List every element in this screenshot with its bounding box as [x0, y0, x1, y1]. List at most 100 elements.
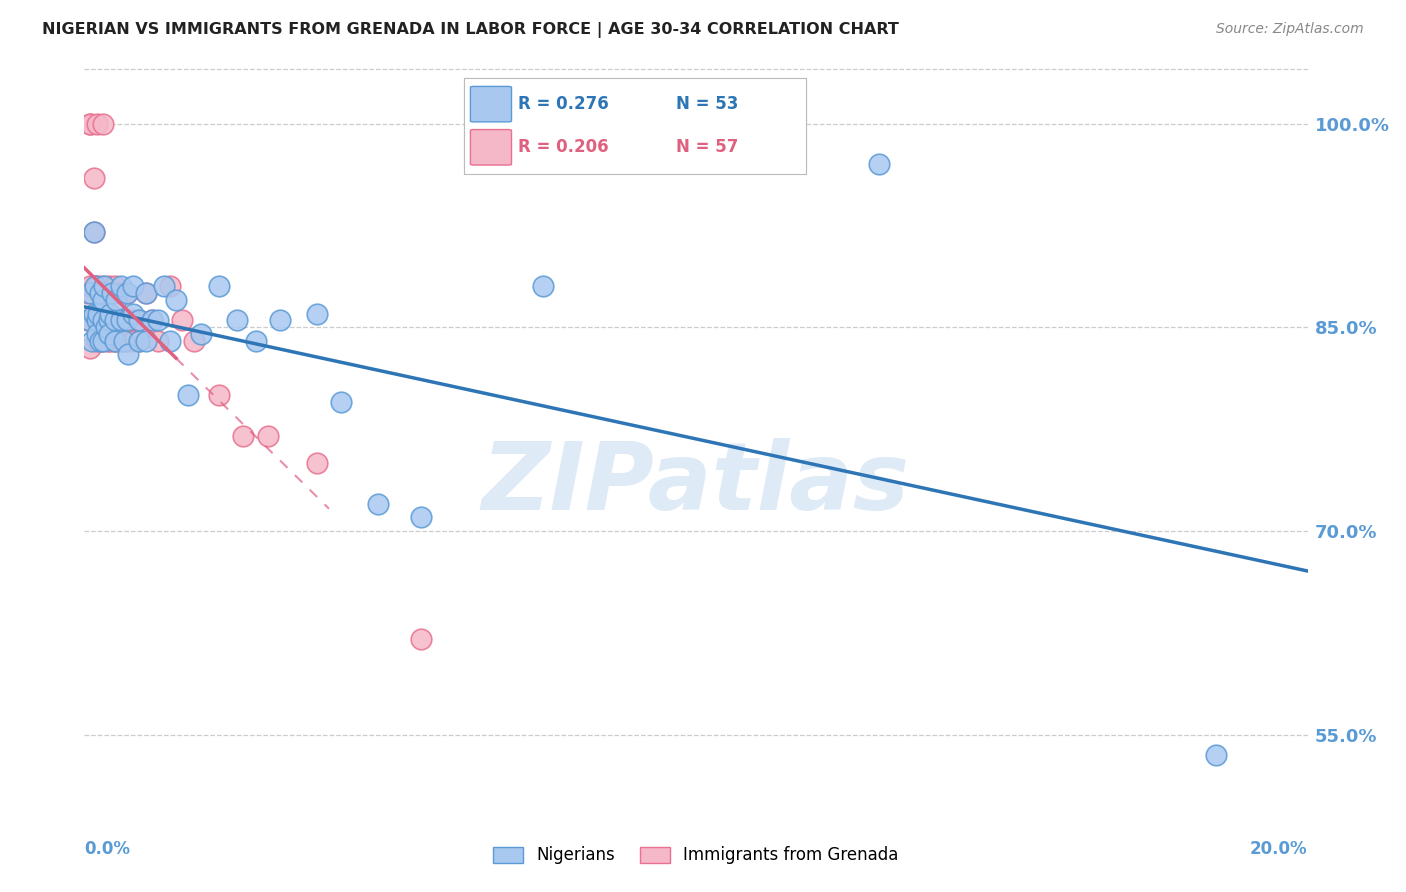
Point [97, 313, 120, 327]
Point [104, 313, 127, 327]
Point [94, 320, 117, 334]
Point [94, 313, 117, 327]
Point [122, 307, 145, 321]
Point [91, 334, 114, 348]
Point [83, 307, 105, 321]
Point [115, 334, 138, 348]
Point [128, 334, 150, 348]
Point [91, 313, 114, 327]
Point [115, 313, 138, 327]
Point [89, 334, 111, 348]
Point [83, 170, 105, 185]
Point [305, 456, 328, 470]
Point [869, 157, 891, 171]
Point [110, 313, 132, 327]
Point [83, 225, 105, 239]
Point [83, 225, 105, 239]
Point [91, 293, 114, 307]
Point [110, 286, 132, 301]
Point [86, 279, 108, 293]
Point [104, 320, 127, 334]
Text: NIGERIAN VS IMMIGRANTS FROM GRENADA IN LABOR FORCE | AGE 30-34 CORRELATION CHART: NIGERIAN VS IMMIGRANTS FROM GRENADA IN L… [42, 22, 898, 38]
Point [269, 313, 291, 327]
Point [122, 313, 145, 327]
Point [79, 286, 101, 301]
Point [128, 313, 150, 327]
Text: 0.0%: 0.0% [84, 840, 131, 858]
Point [110, 279, 132, 293]
Point [115, 313, 138, 327]
Point [305, 307, 328, 321]
Point [86, 313, 108, 327]
Point [104, 313, 127, 327]
Point [146, 313, 169, 327]
Point [79, 341, 101, 355]
Point [531, 279, 554, 293]
Point [76, 286, 98, 301]
Point [141, 313, 163, 327]
Point [97, 326, 120, 341]
Point [86, 326, 108, 341]
Point [97, 334, 120, 348]
Point [77, 313, 100, 327]
Point [112, 334, 135, 348]
Point [86, 313, 108, 327]
Point [115, 286, 138, 301]
Point [97, 334, 120, 348]
Text: Source: ZipAtlas.com: Source: ZipAtlas.com [1216, 22, 1364, 37]
Point [97, 279, 120, 293]
Point [367, 497, 389, 511]
Point [104, 279, 127, 293]
Point [91, 313, 114, 327]
Point [76, 313, 98, 327]
Point [91, 313, 114, 327]
Point [97, 313, 120, 327]
Point [409, 632, 432, 647]
Point [190, 326, 212, 341]
Point [101, 286, 124, 301]
Point [104, 334, 127, 348]
Point [86, 116, 108, 130]
Point [79, 279, 101, 293]
Point [146, 334, 169, 348]
Point [104, 334, 127, 348]
Point [135, 334, 157, 348]
Point [226, 313, 249, 327]
Point [110, 313, 132, 327]
Point [84, 279, 107, 293]
Point [208, 279, 231, 293]
Point [153, 279, 176, 293]
Point [86, 334, 108, 348]
Point [89, 286, 111, 301]
Point [86, 279, 108, 293]
Text: ZIPatlas: ZIPatlas [482, 438, 910, 531]
Point [80, 334, 103, 348]
Point [104, 334, 127, 348]
Point [93, 279, 115, 293]
Point [115, 286, 138, 301]
Point [330, 395, 353, 409]
Point [232, 429, 254, 443]
Point [91, 286, 114, 301]
Legend: Nigerians, Immigrants from Grenada: Nigerians, Immigrants from Grenada [486, 839, 905, 871]
Point [128, 313, 150, 327]
Point [122, 334, 145, 348]
Point [141, 313, 163, 327]
Point [91, 279, 114, 293]
Point [104, 286, 127, 301]
Point [183, 334, 205, 348]
Point [245, 334, 267, 348]
Point [208, 388, 231, 402]
Text: 20.0%: 20.0% [1250, 840, 1308, 858]
Point [110, 334, 132, 348]
Point [177, 388, 200, 402]
Point [122, 279, 145, 293]
Point [101, 313, 124, 327]
Point [79, 116, 101, 130]
Point [87, 307, 110, 321]
Point [91, 116, 114, 130]
Point [110, 313, 132, 327]
Point [409, 510, 432, 524]
Point [165, 293, 187, 307]
Point [159, 334, 181, 348]
